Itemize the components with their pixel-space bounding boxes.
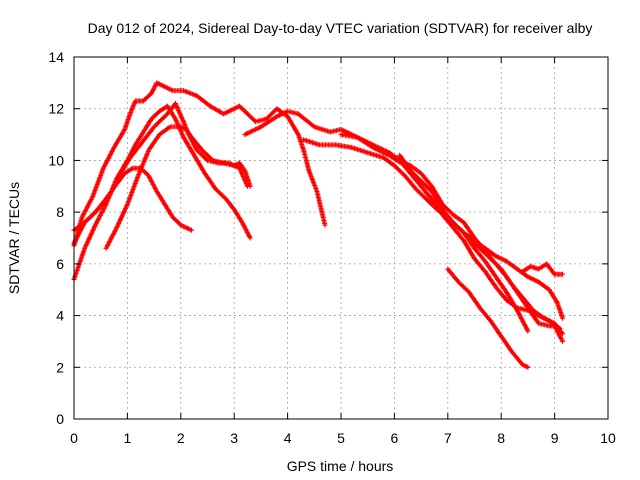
x-tick-label: 1	[124, 430, 132, 446]
y-tick-label: 0	[56, 411, 64, 427]
x-tick-label: 10	[600, 430, 616, 446]
y-tick-label: 8	[56, 204, 64, 220]
series-track-12	[520, 261, 566, 277]
series-markers	[445, 266, 531, 370]
y-tick-label: 10	[48, 152, 64, 168]
x-axis-ticks: 0 1 2 3 4 5 6 7 8 9 10	[70, 57, 616, 446]
series-track-11	[445, 266, 531, 370]
series-markers	[397, 152, 566, 321]
y-tick-label: 14	[48, 49, 64, 65]
series-track-5	[103, 124, 253, 251]
y-tick-label: 4	[56, 308, 64, 324]
y-tick-label: 2	[56, 359, 64, 375]
x-tick-label: 0	[70, 430, 78, 446]
x-tick-label: 6	[391, 430, 399, 446]
x-tick-label: 8	[497, 430, 505, 446]
x-tick-label: 9	[551, 430, 559, 446]
x-tick-label: 2	[177, 430, 185, 446]
series-track-10	[397, 152, 566, 321]
y-tick-label: 6	[56, 256, 64, 272]
x-tick-label: 5	[337, 430, 345, 446]
x-tick-label: 3	[230, 430, 238, 446]
x-axis-label: GPS time / hours	[287, 458, 394, 474]
series-markers	[338, 132, 563, 331]
y-axis-label: SDTVAR / TECUs	[6, 182, 22, 294]
series-markers	[520, 261, 566, 277]
y-tick-label: 12	[48, 101, 64, 117]
x-tick-label: 7	[444, 430, 452, 446]
series-markers	[103, 124, 253, 251]
series-markers	[242, 108, 531, 334]
chart-title: Day 012 of 2024, Sidereal Day-to-day VTE…	[88, 20, 593, 36]
series-track-8	[338, 132, 563, 331]
x-tick-label: 4	[284, 430, 292, 446]
grid-lines	[74, 57, 608, 419]
series-track-6	[242, 108, 531, 334]
y-axis-ticks: 0 2 4 6 8 10 12 14	[48, 49, 608, 427]
data-series	[71, 80, 566, 370]
